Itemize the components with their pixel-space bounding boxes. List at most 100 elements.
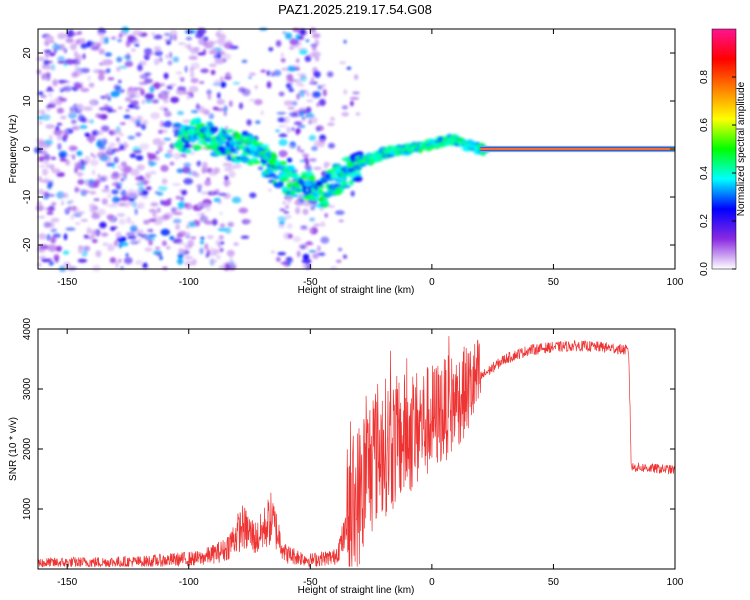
spectrogram-noise-blob (288, 112, 298, 118)
spectrogram-noise-blob (158, 216, 164, 224)
spectrogram-noise-blob (154, 58, 159, 66)
spectrogram-noise-blob (135, 155, 144, 161)
spectrogram-noise-blob (106, 106, 113, 113)
spectrogram-noise-blob (286, 82, 291, 89)
spectrogram-noise-blob (334, 210, 345, 216)
spectrogram-noise-blob (163, 72, 169, 80)
spectrogram-noise-blob (266, 70, 271, 76)
spectrogram-signal-blob (355, 151, 364, 158)
constant-tone-band (480, 145, 675, 153)
spectrogram-noise-blob (307, 52, 318, 58)
spectrogram-signal-blob (315, 180, 324, 187)
spectrogram-noise-blob (97, 32, 105, 36)
spectrogram-noise-blob (156, 253, 162, 256)
spectrogram-x-ticks: -150 -100 -50 0 50 100 (57, 29, 684, 288)
spectrogram-signal-blob (172, 122, 182, 129)
spectrogram-noise-blob (270, 71, 274, 74)
snr-y-axis-label: SNR (10 * v/v) (8, 417, 19, 481)
spectrogram-noise-blob (130, 225, 138, 232)
spectrogram-noise-blob (196, 160, 202, 167)
spectrogram-noise-blob (197, 203, 201, 209)
spectrogram-noise-blob (107, 244, 115, 252)
spectrogram-noise-blob (320, 221, 326, 227)
spectrogram-noise-blob (287, 223, 293, 230)
spectrogram-signal-blob (413, 148, 419, 152)
x-tick-label: -100 (179, 577, 199, 588)
spectrogram-noise-blob (341, 105, 348, 110)
spectrogram-signal-blob (307, 189, 313, 194)
spectrogram-noise-blob (342, 254, 348, 259)
spectrogram-noise-blob (229, 256, 234, 264)
spectrogram-noise-blob (301, 258, 312, 265)
spectrogram-noise-blob (313, 72, 317, 76)
x-tick-label: 100 (667, 277, 684, 288)
spectrogram-noise-blob (132, 30, 143, 36)
spectrogram-noise-blob (126, 216, 131, 224)
spectrogram-noise-blob (214, 58, 225, 65)
spectrogram-signal-blob (183, 143, 191, 149)
spectrogram-noise-blob (325, 162, 331, 167)
spectrogram-noise-blob (119, 122, 126, 126)
spectrogram-noise-blob (104, 37, 109, 44)
spectrogram-noise-blob (178, 76, 186, 80)
spectrogram-noise-blob (311, 33, 321, 39)
spectrogram-noise-blob (215, 39, 225, 43)
spectrogram-noise-blob (178, 248, 185, 254)
spectrogram-noise-blob (106, 96, 112, 100)
spectrogram-noise-blob (297, 124, 306, 129)
spectrogram-noise-blob (322, 89, 327, 97)
spectrogram-noise-blob (135, 118, 143, 123)
spectrogram-noise-blob (217, 92, 221, 99)
spectrogram-noise-blob (134, 105, 140, 110)
spectrogram-signal-blob (328, 184, 334, 190)
snr-series-line (37, 336, 675, 568)
spectrogram-noise-blob (101, 189, 111, 193)
spectrogram-noise-blob (155, 151, 159, 155)
spectrogram-signal-blob (233, 151, 239, 155)
spectrogram-noise-blob (92, 180, 100, 188)
y-tick-label: 3000 (22, 377, 33, 400)
spectrogram-noise-blob (143, 48, 153, 55)
spectrogram-noise-blob (149, 228, 153, 233)
snr-background (38, 329, 675, 569)
spectrogram-noise-blob (195, 103, 201, 110)
spectrogram-noise-blob (228, 170, 236, 178)
spectrogram-noise-blob (172, 238, 183, 244)
spectrogram-noise-blob (63, 233, 68, 241)
spectrogram-noise-blob (65, 227, 76, 231)
spectrogram-noise-blob (276, 256, 281, 262)
spectrogram-noise-blob (168, 153, 174, 157)
spectrogram-noise-blob (310, 76, 315, 85)
spectrogram-noise-blob (45, 88, 54, 93)
spectrogram-noise-blob (125, 253, 129, 257)
spectrogram-noise-blob (131, 238, 135, 242)
page-title: PAZ1.2025.219.17.54.G08 (278, 2, 432, 17)
spectrogram-noise-blob (182, 154, 187, 159)
spectrogram-signal-blob (196, 117, 202, 124)
spectrogram-noise-blob (56, 245, 62, 252)
spectrogram-signal-blob (189, 138, 197, 143)
spectrogram-noise-blob (43, 221, 52, 228)
spectrogram-noise-blob (223, 42, 234, 49)
spectrogram-noise-blob (197, 52, 206, 56)
spectrogram-noise-blob (177, 86, 186, 91)
spectrogram-noise-blob (134, 207, 138, 215)
spectrogram-noise-blob (38, 115, 43, 121)
spectrogram-noise-blob (42, 195, 50, 200)
colorbar: 0.0 0.2 0.4 0.6 0.8 Normalized spectral ampl… (699, 28, 747, 276)
spectrogram-noise-blob (286, 126, 291, 134)
spectrogram-noise-blob (89, 159, 99, 167)
spectrogram-noise-blob (105, 93, 110, 98)
spectrogram-noise-blob (309, 116, 318, 124)
spectrogram-noise-blob (62, 192, 69, 199)
spectrogram-noise-blob (280, 52, 284, 58)
spectrogram-noise-blob (49, 98, 58, 105)
spectrogram-noise-blob (221, 53, 232, 61)
spectrogram-noise-blob (144, 93, 155, 100)
spectrogram-noise-blob (69, 108, 76, 115)
spectrogram-noise-blob (46, 207, 56, 212)
spectrogram-noise-blob (158, 129, 163, 134)
spectrogram-noise-blob (98, 48, 106, 55)
spectrogram-noise-blob (238, 87, 246, 93)
spectrogram-signal-blob (226, 136, 234, 141)
